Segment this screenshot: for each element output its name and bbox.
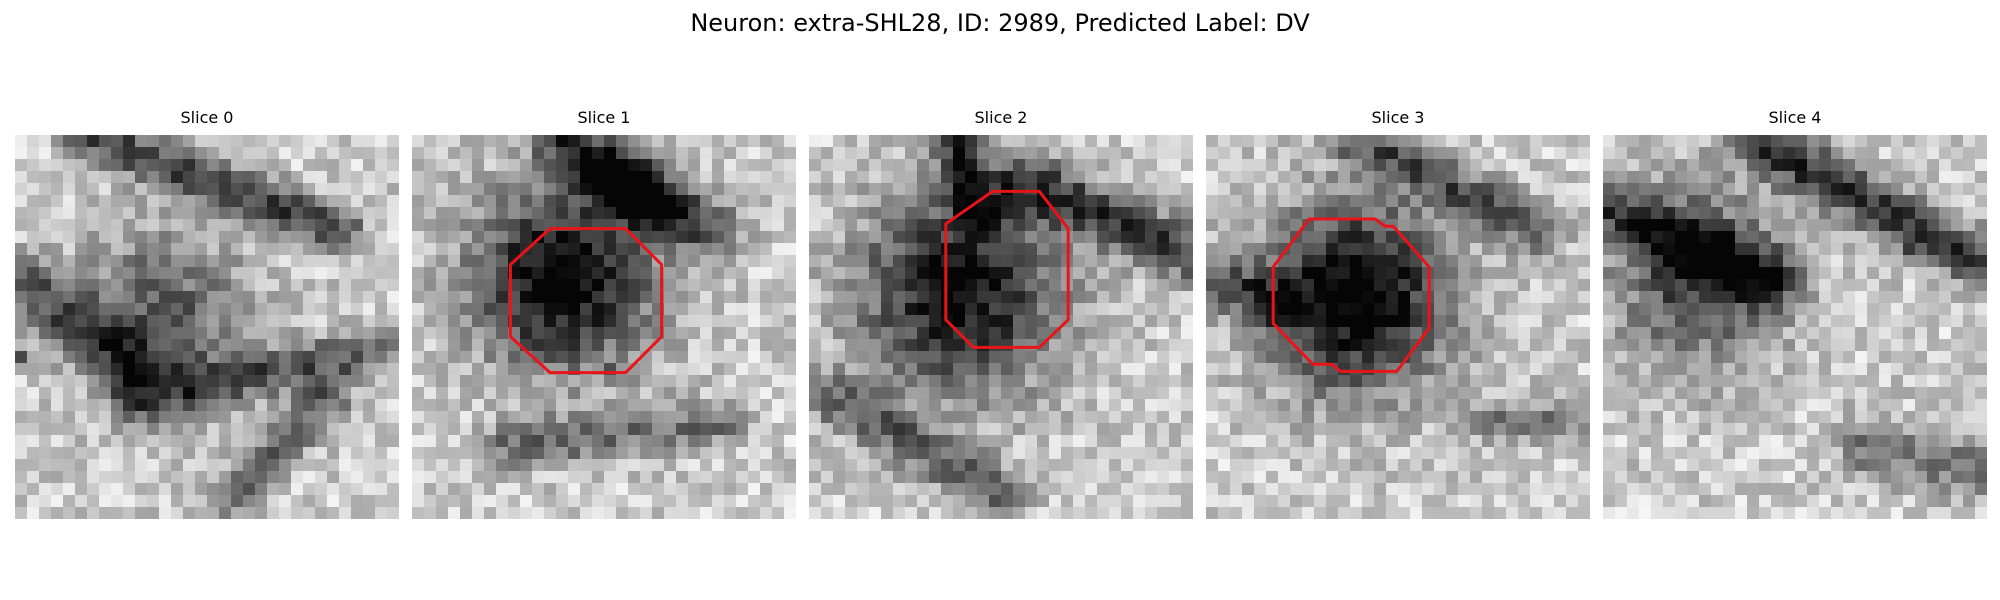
slice-panel-1: Slice 1 — [412, 108, 796, 519]
slice-title: Slice 3 — [1371, 108, 1425, 127]
slice-image-1 — [412, 135, 796, 519]
slice-image-3 — [1206, 135, 1590, 519]
slice-image-4 — [1603, 135, 1987, 519]
slice-title: Slice 4 — [1768, 108, 1822, 127]
slice-panel-4: Slice 4 — [1603, 108, 1987, 519]
slice-title: Slice 2 — [974, 108, 1028, 127]
slice-title: Slice 1 — [577, 108, 631, 127]
slice-image-0 — [15, 135, 399, 519]
contour-outline — [944, 189, 1070, 349]
slice-panel-3: Slice 3 — [1206, 108, 1590, 519]
contour-outline — [1271, 217, 1431, 373]
slice-panel-2: Slice 2 — [809, 108, 1193, 519]
figure-title: Neuron: extra-SHL28, ID: 2989, Predicted… — [690, 9, 1310, 37]
slice-panel-0: Slice 0 — [15, 108, 399, 519]
contour-outline — [508, 227, 664, 375]
slice-title: Slice 0 — [180, 108, 234, 127]
slice-image-2 — [809, 135, 1193, 519]
